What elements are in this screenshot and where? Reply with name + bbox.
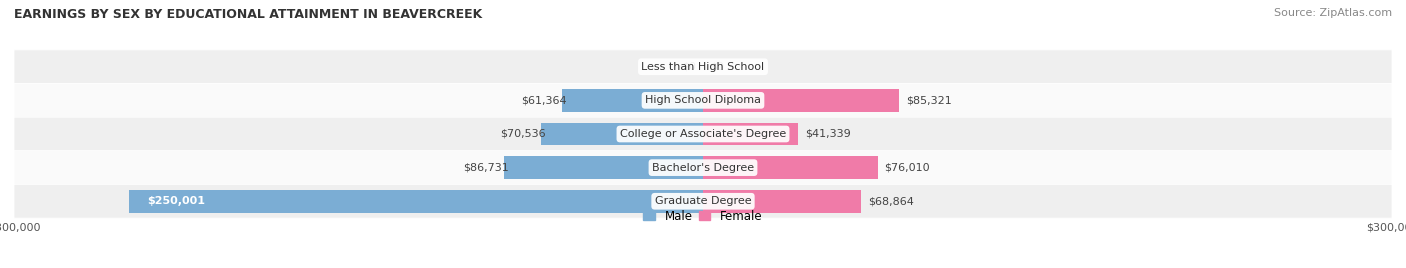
Bar [703, 156, 877, 179]
Text: $76,010: $76,010 [884, 163, 929, 173]
FancyBboxPatch shape [14, 84, 1392, 117]
FancyBboxPatch shape [14, 117, 1392, 151]
Text: Bachelor's Degree: Bachelor's Degree [652, 163, 754, 173]
Bar [703, 122, 799, 146]
FancyBboxPatch shape [14, 50, 1392, 84]
Text: Source: ZipAtlas.com: Source: ZipAtlas.com [1274, 8, 1392, 18]
Bar [562, 89, 703, 112]
Text: $85,321: $85,321 [905, 95, 952, 105]
Bar [703, 89, 898, 112]
Bar [541, 122, 703, 146]
Text: $86,731: $86,731 [463, 163, 509, 173]
Text: EARNINGS BY SEX BY EDUCATIONAL ATTAINMENT IN BEAVERCREEK: EARNINGS BY SEX BY EDUCATIONAL ATTAINMEN… [14, 8, 482, 21]
Text: College or Associate's Degree: College or Associate's Degree [620, 129, 786, 139]
Text: $68,864: $68,864 [868, 196, 914, 206]
Text: $61,364: $61,364 [522, 95, 567, 105]
Text: $70,536: $70,536 [501, 129, 546, 139]
Bar [703, 190, 860, 213]
Text: High School Diploma: High School Diploma [645, 95, 761, 105]
Text: Less than High School: Less than High School [641, 62, 765, 72]
FancyBboxPatch shape [14, 184, 1392, 218]
FancyBboxPatch shape [14, 151, 1392, 184]
Legend: Male, Female: Male, Female [638, 205, 768, 228]
Text: $250,001: $250,001 [148, 196, 205, 206]
Text: Graduate Degree: Graduate Degree [655, 196, 751, 206]
Text: $0: $0 [710, 62, 724, 72]
Bar [503, 156, 703, 179]
Text: $0: $0 [682, 62, 696, 72]
Text: $41,339: $41,339 [804, 129, 851, 139]
Bar [129, 190, 703, 213]
